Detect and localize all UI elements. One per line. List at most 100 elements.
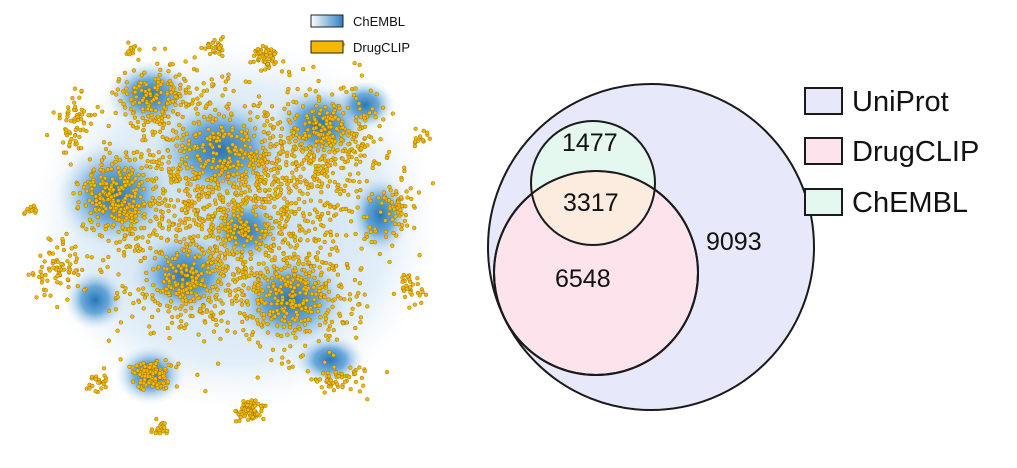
drugclip-point	[198, 282, 203, 287]
drugclip-point	[334, 212, 339, 217]
drugclip-point	[134, 363, 139, 368]
drugclip-point	[138, 80, 143, 85]
drugclip-point	[223, 238, 228, 243]
drugclip-point	[184, 268, 189, 273]
drugclip-point	[195, 208, 200, 213]
drugclip-point	[100, 209, 105, 214]
drugclip-point	[184, 287, 189, 292]
drugclip-point	[173, 269, 179, 274]
drugclip-point	[222, 251, 228, 256]
drugclip-point	[190, 238, 195, 243]
drugclip-point	[195, 101, 201, 107]
drugclip-point	[362, 136, 367, 141]
drugclip-point	[105, 167, 110, 172]
drugclip-point	[387, 198, 392, 203]
drugclip-point	[267, 200, 272, 205]
drugclip-point	[266, 56, 271, 62]
density-blob	[65, 270, 125, 330]
drugclip-point	[147, 201, 153, 207]
drugclip-point	[332, 297, 337, 302]
drugclip-point	[319, 260, 325, 265]
drugclip-point	[113, 159, 118, 164]
drugclip-point	[89, 255, 94, 260]
drugclip-point	[334, 337, 339, 342]
drugclip-point	[301, 262, 306, 267]
drugclip-point	[200, 190, 205, 195]
drugclip-point	[282, 196, 287, 201]
drugclip-point	[151, 186, 156, 192]
drugclip-point	[192, 144, 197, 149]
drugclip-point	[306, 152, 312, 157]
drugclip-point	[196, 223, 201, 228]
drugclip-point	[400, 279, 405, 284]
drugclip-point	[183, 162, 188, 167]
drugclip-point	[232, 330, 237, 335]
drugclip-point	[156, 308, 161, 313]
drugclip-point	[235, 171, 240, 176]
drugclip-point	[133, 214, 138, 219]
drugclip-point	[307, 133, 312, 138]
drugclip-point	[194, 280, 199, 285]
drugclip-point	[288, 209, 294, 214]
drugclip-point	[241, 399, 246, 404]
drugclip-point	[322, 390, 327, 395]
drugclip-point	[247, 188, 252, 193]
drugclip-point	[199, 271, 204, 276]
drugclip-point	[291, 331, 296, 336]
drugclip-point	[253, 398, 258, 403]
drugclip-point	[232, 245, 237, 250]
drugclip-point	[111, 222, 116, 227]
drugclip-point	[180, 298, 185, 303]
drugclip-point	[330, 265, 335, 271]
drugclip-point	[114, 92, 119, 97]
drugclip-point	[420, 138, 426, 143]
drugclip-point	[220, 178, 225, 183]
drugclip-point	[206, 127, 211, 132]
drugclip-point	[149, 177, 154, 182]
drugclip-point	[323, 316, 329, 321]
drugclip-point	[303, 133, 308, 138]
drugclip-point	[238, 147, 243, 152]
drugclip-point	[99, 386, 104, 391]
drugclip-point	[178, 306, 183, 311]
drugclip-point	[300, 149, 305, 154]
drugclip-point	[325, 110, 330, 115]
drugclip-point	[305, 127, 310, 132]
drugclip-point	[256, 162, 261, 167]
drugclip-point	[183, 59, 188, 64]
drugclip-point	[189, 290, 194, 295]
drugclip-point	[408, 285, 413, 290]
drugclip-point	[139, 155, 144, 160]
drugclip-legend-label: DrugCLIP	[353, 40, 410, 55]
drugclip-point	[137, 181, 142, 186]
drugclip-point	[264, 213, 269, 218]
drugclip-point	[182, 149, 187, 154]
drugclip-point	[327, 350, 332, 355]
drugclip-point	[252, 53, 257, 58]
drugclip-point	[190, 101, 195, 106]
drugclip-point	[307, 212, 312, 217]
drugclip-point	[57, 116, 62, 121]
drugclip-point	[240, 249, 245, 254]
drugclip-point	[355, 144, 360, 149]
drugclip-point	[204, 88, 210, 93]
drugclip-point	[105, 197, 111, 202]
drugclip-point	[166, 97, 171, 102]
drugclip-point	[200, 219, 205, 224]
drugclip-point	[309, 182, 314, 187]
drugclip-point	[186, 85, 191, 90]
drugclip-point	[238, 415, 243, 420]
drugclip-point	[340, 385, 345, 390]
drugclip-point	[260, 288, 265, 293]
drugclip-point	[222, 243, 227, 248]
drugclip-point	[203, 320, 208, 325]
drugclip-point	[350, 86, 355, 92]
drugclip-point	[283, 223, 288, 228]
drugclip-point	[267, 292, 272, 297]
drugclip-point	[304, 155, 309, 160]
drugclip-point	[90, 200, 95, 205]
drugclip-point	[138, 246, 143, 251]
drugclip-point	[293, 238, 298, 243]
drugclip-point	[184, 101, 189, 106]
drugclip-point	[164, 276, 169, 281]
